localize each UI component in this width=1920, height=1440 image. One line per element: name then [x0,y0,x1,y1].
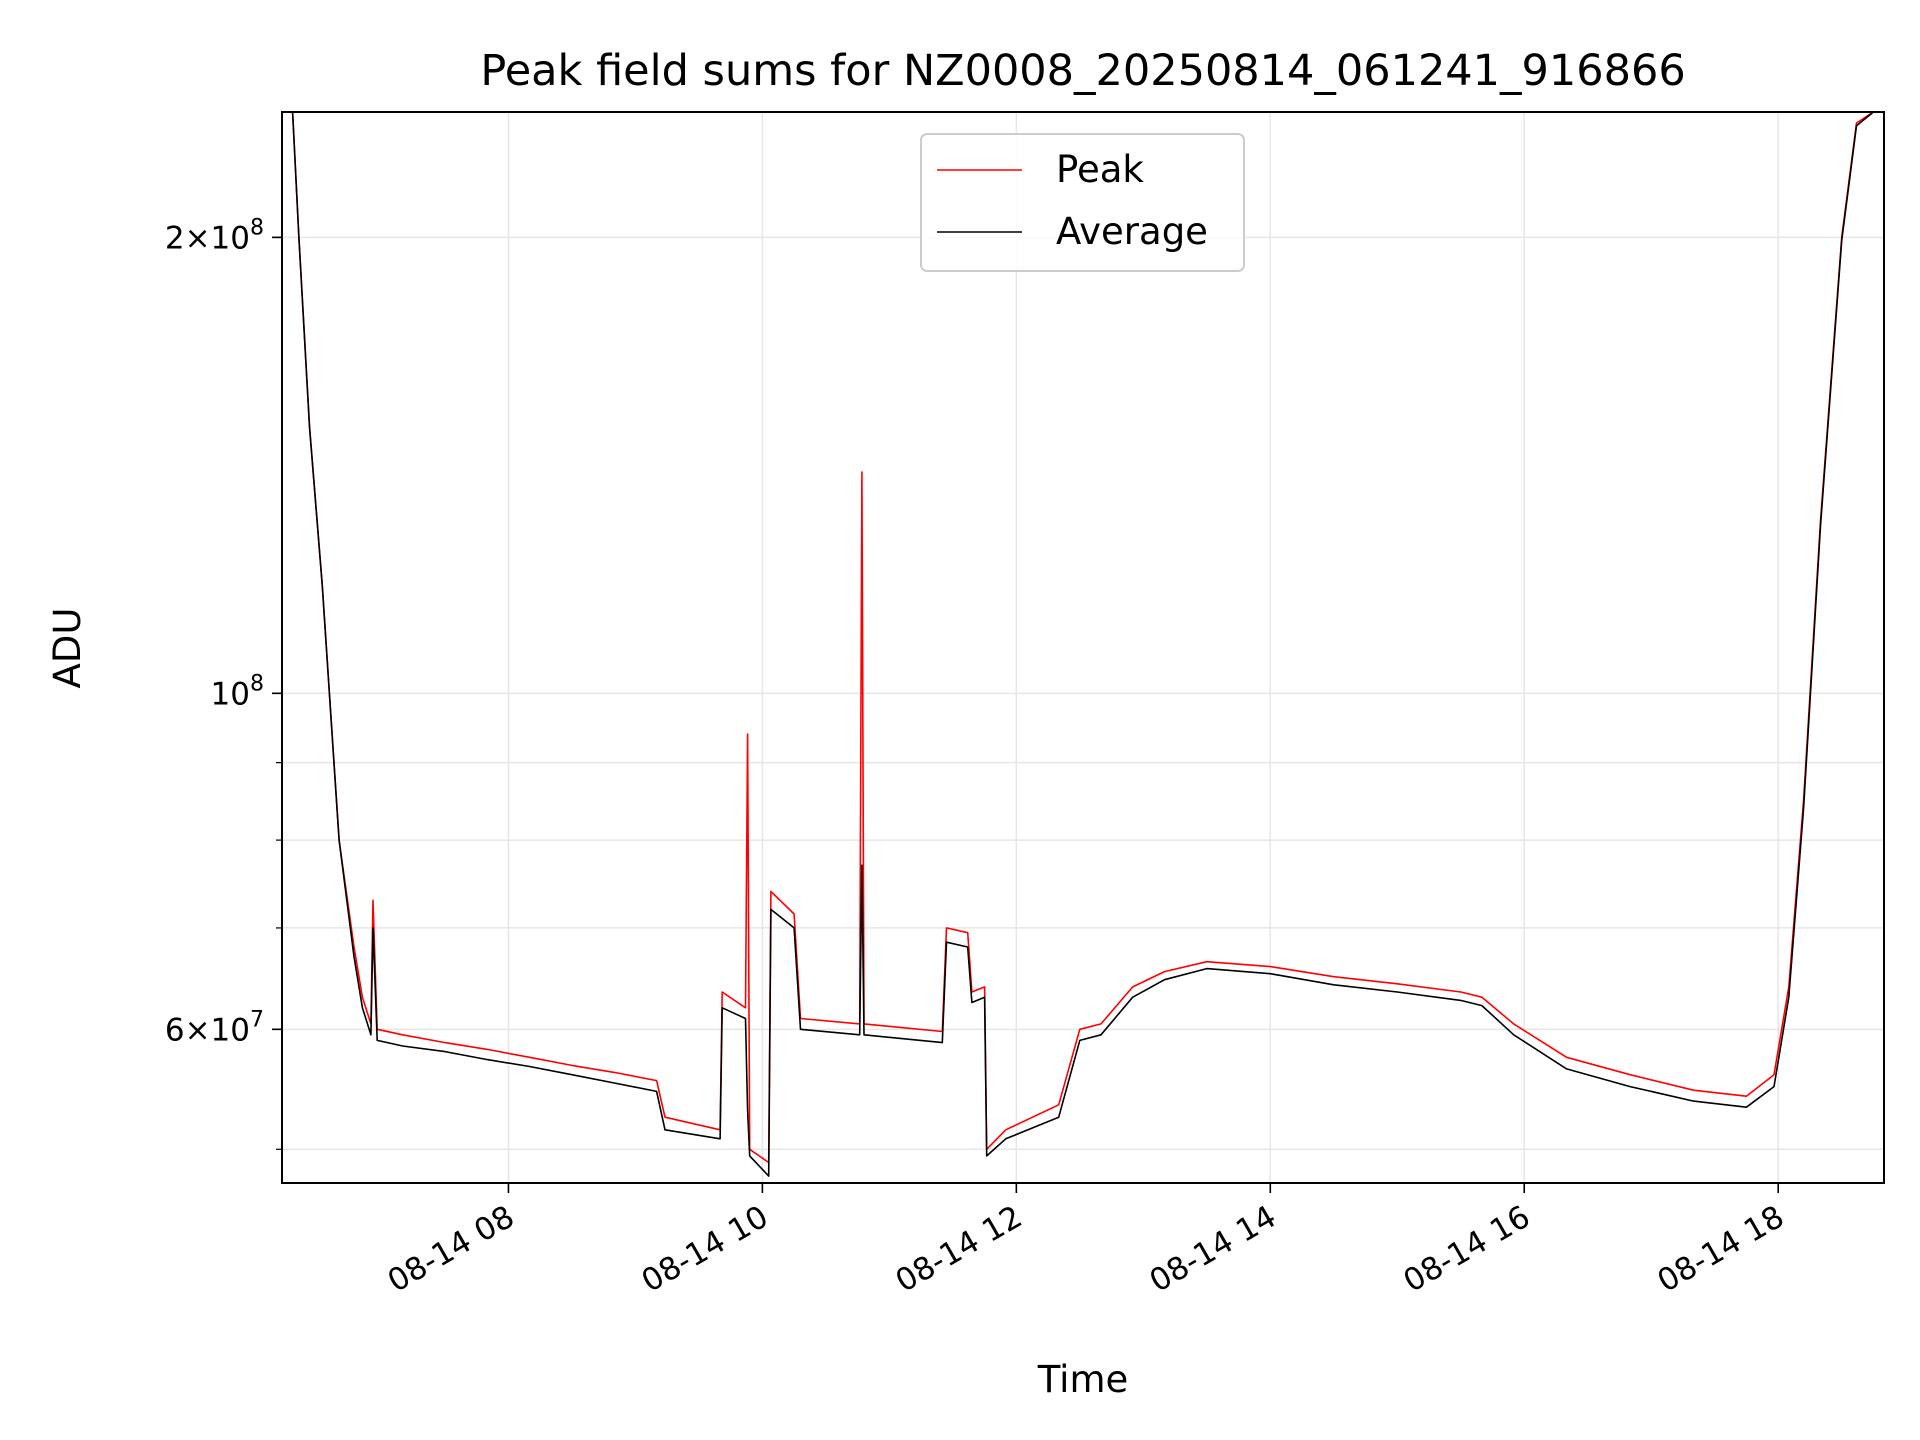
y-axis-label: ADU [46,608,89,689]
chart-title: Peak field sums for NZ0008_20250814_0612… [480,46,1685,96]
legend-box [920,133,1245,272]
y-tick-label: 108 [211,671,264,712]
legend-label-peak: Peak [1056,148,1144,191]
legend-label-average: Average [1056,210,1208,253]
x-axis-label: Time [1037,1358,1129,1401]
grid-lines [282,112,1884,1183]
series-lines [291,112,1874,1177]
plot-frame [281,111,1885,1184]
series-line-peak [291,112,1874,1164]
series-line-average [291,112,1874,1177]
legend: Peak Average [920,133,1245,272]
y-axis-ticks: 6×107 108 2×108 [165,215,282,1150]
y-tick-label: 6×107 [165,1007,264,1048]
y-tick-label: 2×108 [165,215,264,256]
